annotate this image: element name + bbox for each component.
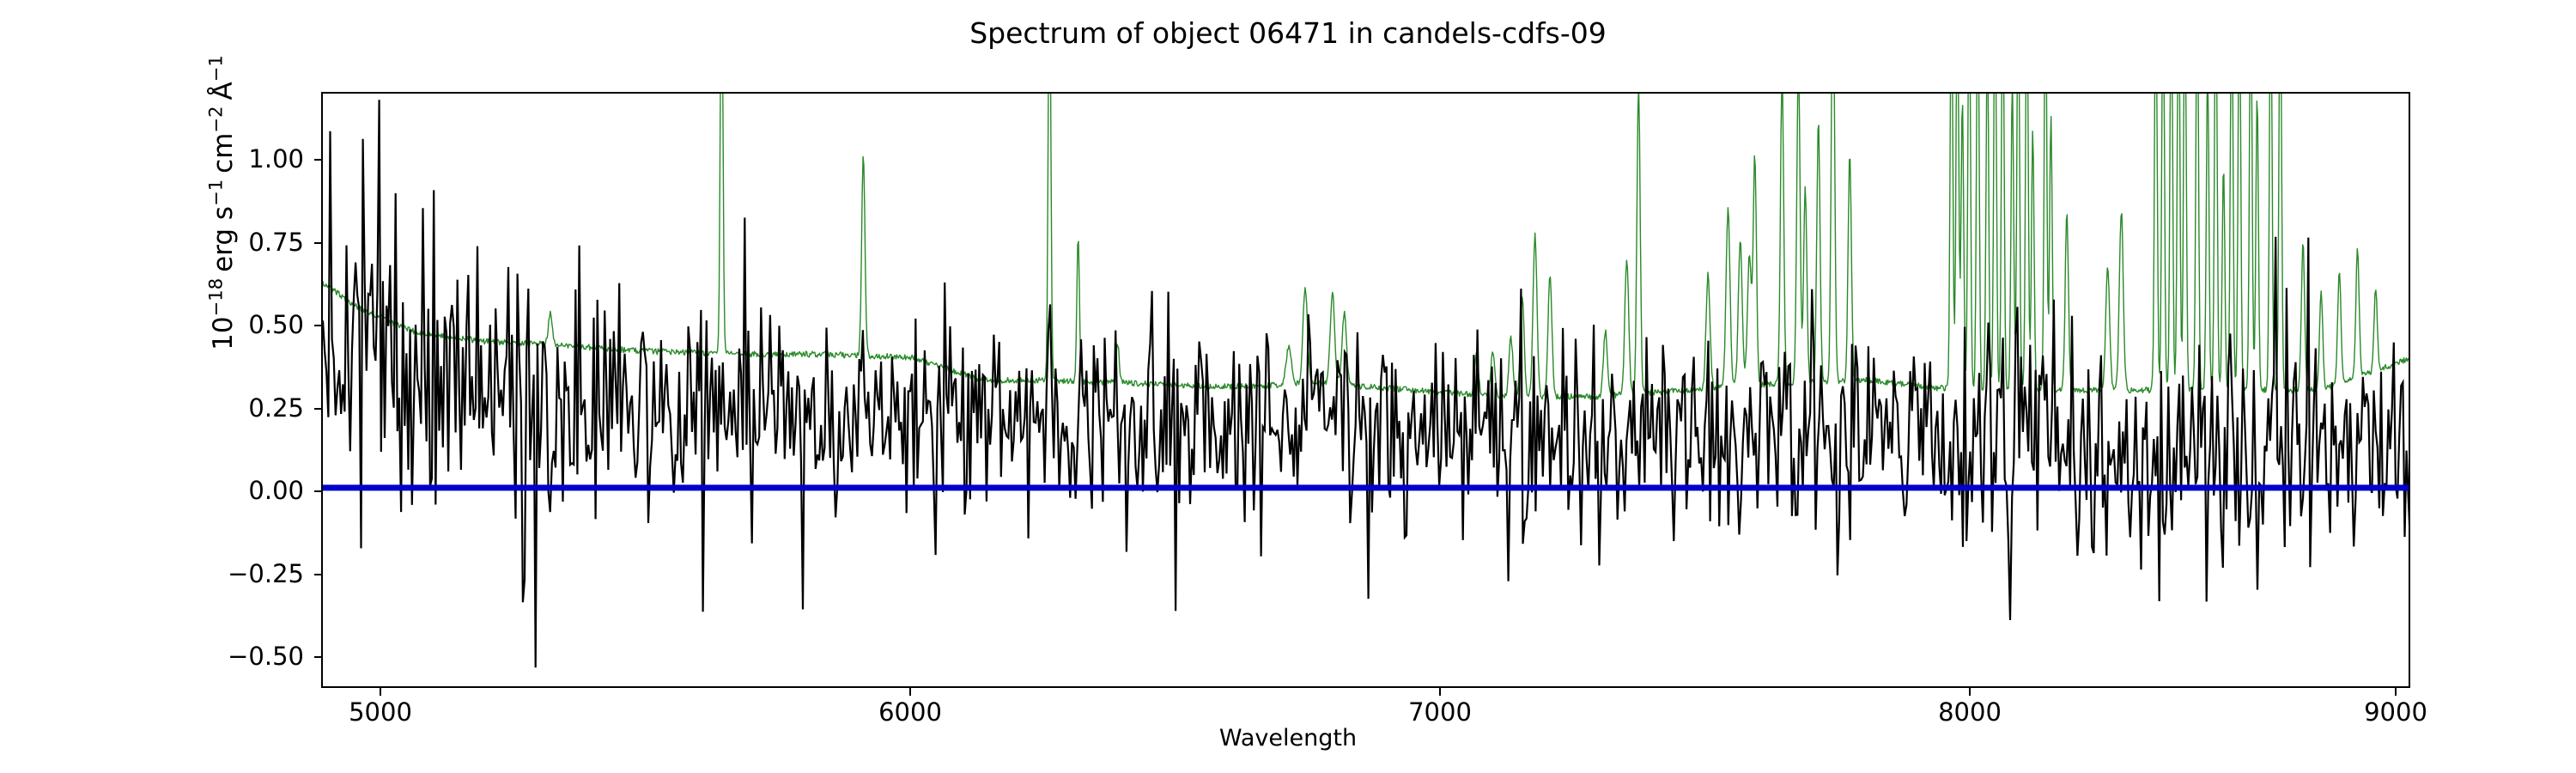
- y-tick-label: −0.25: [228, 559, 304, 588]
- y-tick-mark: [314, 574, 322, 576]
- x-tick-mark: [380, 688, 382, 696]
- y-axis-label-text: 10−18erg s−1cm−2Å−1: [204, 55, 239, 350]
- y-tick-mark: [314, 242, 322, 245]
- spectrum-plot-svg: [323, 94, 2409, 668]
- y-tick-mark: [314, 408, 322, 411]
- y-tick-label: −0.50: [228, 642, 304, 671]
- y-tick-mark: [314, 159, 322, 161]
- y-tick-label: 0.75: [248, 228, 304, 257]
- series-flux: [323, 100, 2409, 668]
- y-tick-mark: [314, 490, 322, 493]
- y-tick-mark: [314, 325, 322, 327]
- plot-area[interactable]: [321, 92, 2410, 688]
- x-tick-label: 8000: [1938, 697, 2002, 727]
- y-tick-label: 0.50: [248, 310, 304, 339]
- y-tick-mark: [314, 656, 322, 659]
- y-tick-label: 1.00: [248, 144, 304, 173]
- x-tick-mark: [1969, 688, 1971, 696]
- x-tick-mark: [1439, 688, 1442, 696]
- x-tick-label: 7000: [1408, 697, 1472, 727]
- y-tick-label: 0.00: [248, 476, 304, 505]
- x-tick-mark: [909, 688, 912, 696]
- y-tick-label: 0.25: [248, 393, 304, 423]
- x-tick-label: 9000: [2364, 697, 2427, 727]
- x-tick-label: 5000: [349, 697, 412, 727]
- page-title: Spectrum of object 06471 in candels-cdfs…: [969, 16, 1607, 50]
- series-uncertainty: [323, 94, 2409, 400]
- x-tick-label: 6000: [878, 697, 942, 727]
- x-tick-mark: [2395, 688, 2397, 696]
- x-axis-label: Wavelength: [1218, 725, 1358, 752]
